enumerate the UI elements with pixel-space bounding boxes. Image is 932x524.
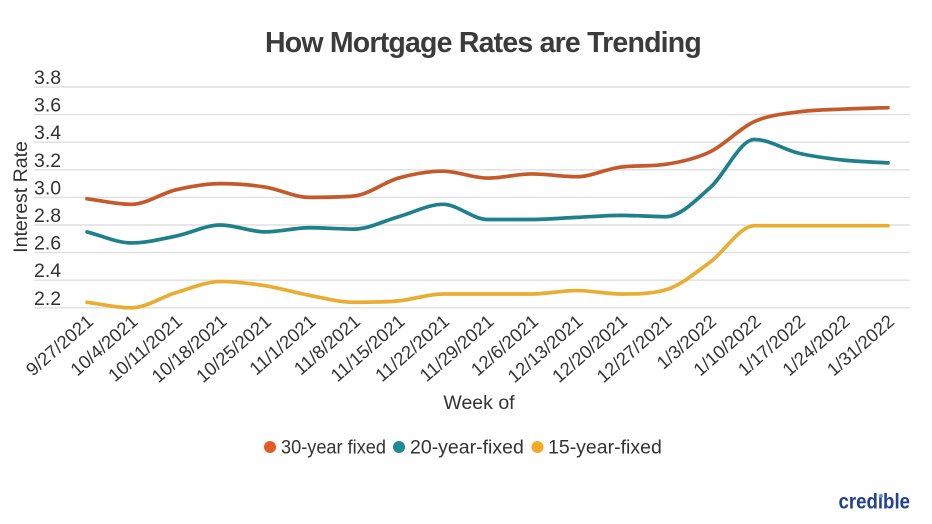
- svg-text:2.8: 2.8: [34, 205, 61, 227]
- svg-text:3.6: 3.6: [34, 95, 61, 117]
- svg-text:30-year fixed: 30-year fixed: [281, 437, 386, 459]
- svg-text:2.6: 2.6: [34, 233, 61, 255]
- svg-text:3.4: 3.4: [34, 122, 61, 144]
- svg-text:15-year-fixed: 15-year-fixed: [548, 437, 662, 459]
- svg-text:3.2: 3.2: [34, 150, 61, 172]
- svg-text:How Mortgage Rates are Trendin: How Mortgage Rates are Trending: [265, 27, 701, 59]
- svg-text:2.2: 2.2: [34, 288, 61, 310]
- svg-text:3.8: 3.8: [34, 67, 61, 89]
- svg-text:20-year-fixed: 20-year-fixed: [410, 437, 524, 459]
- svg-text:3.0: 3.0: [34, 177, 61, 199]
- svg-text:Interest Rate: Interest Rate: [10, 141, 32, 253]
- svg-text:2.4: 2.4: [34, 260, 61, 282]
- svg-text:credıble: credıble: [839, 491, 911, 514]
- svg-text:Week of: Week of: [443, 392, 515, 414]
